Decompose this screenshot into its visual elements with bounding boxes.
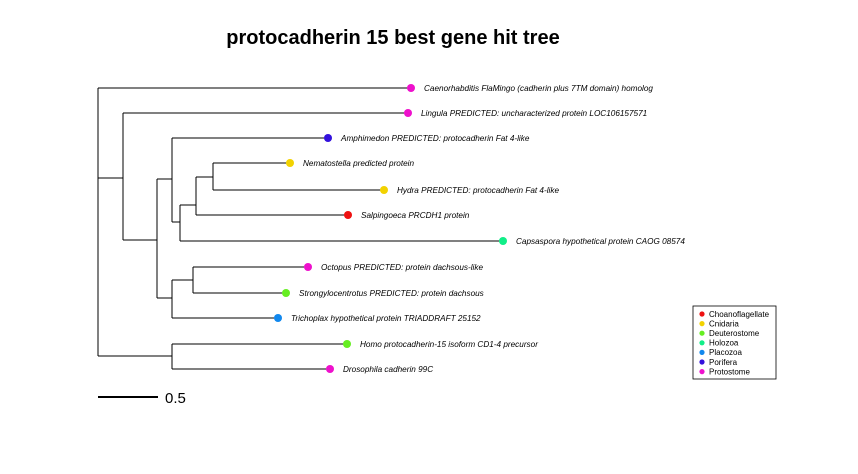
- leaf-description: protocadherin-15 isoform CD1-4 precursor: [383, 340, 538, 349]
- tip-marker: [274, 314, 282, 322]
- legend-swatch: [699, 321, 705, 327]
- leaf-species: Amphimedon: [340, 134, 392, 143]
- legend-label: Placozoa: [709, 348, 742, 357]
- tip-marker: [324, 134, 332, 142]
- leaf-description: PREDICTED: protein dachsous-like: [354, 263, 484, 272]
- legend-swatch: [699, 311, 705, 317]
- tip-marker: [286, 159, 294, 167]
- leaf-species: Nematostella: [303, 159, 353, 168]
- leaf-label: Trichoplax hypothetical protein TRIADDRA…: [291, 314, 481, 323]
- tree-branches: [97, 87, 503, 370]
- legend-label: Deuterostome: [709, 329, 760, 338]
- tree-labels: Caenorhabditis FlaMingo (cadherin plus 7…: [291, 84, 685, 374]
- legend-label: Porifera: [709, 358, 738, 367]
- leaf-description: PRCDH1 protein: [408, 211, 469, 220]
- tip-marker: [344, 211, 352, 219]
- tip-marker: [499, 237, 507, 245]
- legend-swatch: [699, 330, 705, 336]
- figure-title: protocadherin 15 best gene hit tree: [226, 27, 559, 49]
- legend-swatch: [699, 369, 705, 375]
- scale-bar-label: 0.5: [165, 390, 186, 407]
- leaf-label: Capsaspora hypothetical protein CAOG 085…: [516, 237, 685, 246]
- leaf-label: Drosophila cadherin 99C: [343, 365, 433, 374]
- leaf-species: Drosophila: [343, 365, 384, 374]
- leaf-species: Trichoplax: [291, 314, 330, 323]
- leaf-description: PREDICTED: protein dachsous: [370, 289, 484, 298]
- leaf-species: Lingula: [421, 109, 450, 118]
- legend-label: Cnidaria: [709, 319, 739, 328]
- leaf-label: Hydra PREDICTED: protocadherin Fat 4-lik…: [397, 186, 559, 195]
- legend-swatch: [699, 340, 705, 346]
- tip-marker: [326, 365, 334, 373]
- leaf-label: Nematostella predicted protein: [303, 159, 414, 168]
- leaf-species: Capsaspora: [516, 237, 562, 246]
- leaf-label: Amphimedon PREDICTED: protocadherin Fat …: [340, 134, 530, 143]
- leaf-label: Salpingoeca PRCDH1 protein: [361, 211, 470, 220]
- legend-label: Protostome: [709, 367, 750, 376]
- leaf-species: Homo: [360, 340, 384, 349]
- scale-bar: 0.5: [98, 390, 186, 407]
- tip-marker: [282, 289, 290, 297]
- leaf-species: Caenorhabditis: [424, 84, 481, 93]
- leaf-species: Hydra: [397, 186, 421, 195]
- tip-marker: [304, 263, 312, 271]
- legend-swatch: [699, 359, 705, 365]
- legend-swatch: [699, 349, 705, 355]
- leaf-description: PREDICTED: uncharacterized protein LOC10…: [450, 109, 648, 118]
- leaf-description: hypothetical protein TRIADDRAFT 25152: [330, 314, 481, 323]
- leaf-description: cadherin 99C: [384, 365, 433, 374]
- leaf-species: Salpingoeca: [361, 211, 408, 220]
- leaf-description: PREDICTED: protocadherin Fat 4-like: [392, 134, 530, 143]
- legend-label: Holozoa: [709, 339, 739, 348]
- leaf-description: hypothetical protein CAOG 08574: [562, 237, 685, 246]
- tip-marker: [404, 109, 412, 117]
- leaf-label: Strongylocentrotus PREDICTED: protein da…: [299, 289, 484, 298]
- leaf-label: Homo protocadherin-15 isoform CD1-4 prec…: [360, 340, 538, 349]
- tip-marker: [380, 186, 388, 194]
- legend-label: Choanoflagellate: [709, 310, 770, 319]
- legend-items: ChoanoflagellateCnidariaDeuterostomeHolo…: [699, 310, 770, 376]
- leaf-species: Strongylocentrotus: [299, 289, 370, 298]
- tip-marker: [343, 340, 351, 348]
- leaf-description: PREDICTED: protocadherin Fat 4-like: [421, 186, 559, 195]
- leaf-species: Octopus: [321, 263, 354, 272]
- leaf-label: Caenorhabditis FlaMingo (cadherin plus 7…: [424, 84, 653, 93]
- leaf-label: Octopus PREDICTED: protein dachsous-like: [321, 263, 483, 272]
- tip-marker: [407, 84, 415, 92]
- legend-box: [692, 305, 777, 380]
- legend: ChoanoflagellateCnidariaDeuterostomeHolo…: [692, 305, 777, 380]
- leaf-description: predicted protein: [352, 159, 414, 168]
- tree-tips: [274, 84, 507, 373]
- leaf-label: Lingula PREDICTED: uncharacterized prote…: [421, 109, 647, 118]
- leaf-description: FlaMingo (cadherin plus 7TM domain) homo…: [481, 84, 653, 93]
